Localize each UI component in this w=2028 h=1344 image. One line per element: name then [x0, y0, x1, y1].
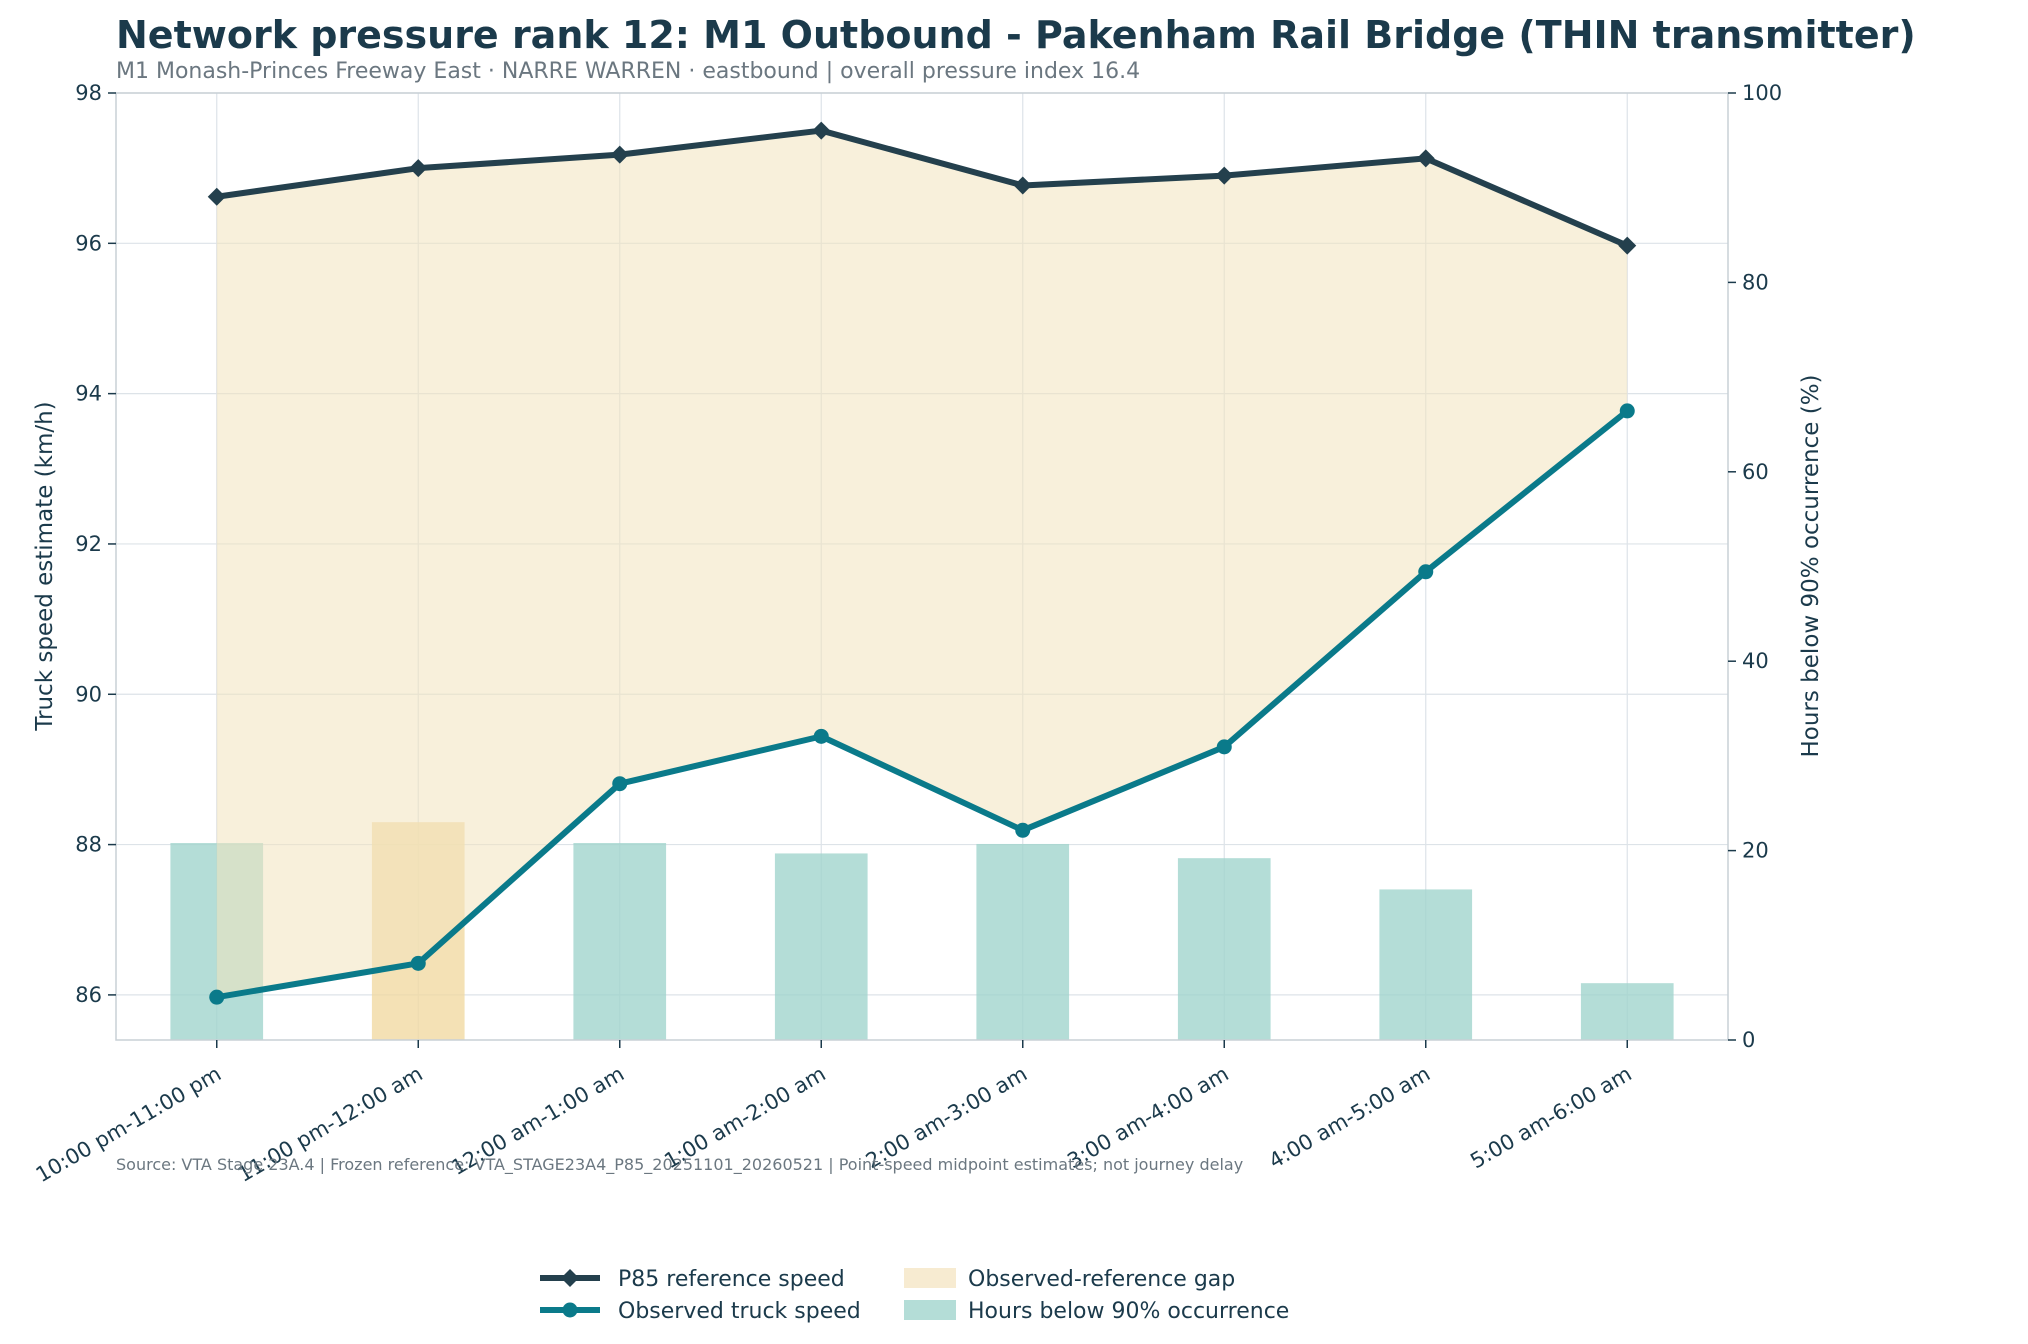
reference-line	[213, 127, 1631, 249]
x-tick-label: 4:00 am-5:00 am	[1265, 1062, 1435, 1174]
y-tick-label-right: 60	[1742, 460, 1769, 484]
reference-point	[207, 187, 226, 206]
bar	[573, 843, 667, 1040]
observed-point	[1216, 739, 1232, 755]
bar	[1580, 983, 1674, 1040]
reference-point	[610, 145, 629, 164]
legend-bar-swatch	[904, 1300, 956, 1320]
legend-observed-marker	[562, 1302, 578, 1318]
legend-label: Observed-reference gap	[968, 1267, 1235, 1292]
legend-reference-marker	[561, 1269, 579, 1287]
y-tick-label-right: 0	[1742, 1028, 1755, 1052]
observed-point	[1619, 403, 1635, 419]
legend-gap-swatch	[904, 1268, 956, 1288]
legend: P85 reference speed Observed truck speed O…	[540, 1267, 1289, 1324]
bar	[1379, 889, 1473, 1040]
y-tick-label-right: 20	[1742, 839, 1769, 863]
y-tick-label-left: 88	[75, 833, 102, 857]
observed-point	[813, 728, 829, 744]
gap-area	[216, 130, 1628, 998]
bar	[774, 853, 868, 1040]
observed-point	[1418, 564, 1434, 580]
reference-point	[1215, 166, 1234, 185]
line-series	[207, 121, 1637, 1005]
observed-point	[612, 776, 628, 792]
y-tick-label-left: 86	[75, 983, 102, 1007]
reference-point	[409, 159, 428, 178]
legend-label: Hours below 90% occurrence	[968, 1299, 1289, 1324]
y-axis-label-left: Truck speed estimate (km/h)	[32, 401, 58, 731]
legend-label: P85 reference speed	[618, 1267, 845, 1292]
observed-line	[213, 407, 1631, 1001]
observed-point	[410, 955, 426, 971]
chart-title: Network pressure rank 12: M1 Outbound - …	[116, 13, 1916, 57]
reference-point	[1416, 149, 1435, 168]
legend-label: Observed truck speed	[618, 1299, 861, 1324]
y-tick-label-left: 96	[75, 231, 102, 255]
y-axis-label-right: Hours below 90% occurrence (%)	[1798, 374, 1824, 757]
y-tick-label-right: 40	[1742, 649, 1769, 673]
y-tick-label-left: 98	[75, 81, 102, 105]
bar	[976, 843, 1070, 1040]
reference-point	[812, 121, 831, 140]
y-tick-label-left: 92	[75, 532, 102, 556]
reference-point	[1013, 176, 1032, 195]
y-tick-label-left: 90	[75, 682, 102, 706]
plot-frame	[115, 92, 1729, 1041]
observed-point	[1015, 822, 1031, 838]
reference-point	[1618, 236, 1637, 255]
chart-subtitle: M1 Monash-Princes Freeway East · NARRE W…	[116, 59, 1140, 84]
source-note: Source: VTA Stage 23A.4 | Frozen referen…	[116, 1155, 1243, 1175]
observed-point	[209, 989, 225, 1005]
x-tick-label: 5:00 am-6:00 am	[1466, 1062, 1636, 1174]
bar	[1177, 858, 1271, 1040]
y-tick-label-left: 94	[75, 382, 102, 406]
y-tick-label-right: 100	[1742, 81, 1782, 105]
y-tick-label-right: 80	[1742, 270, 1769, 294]
